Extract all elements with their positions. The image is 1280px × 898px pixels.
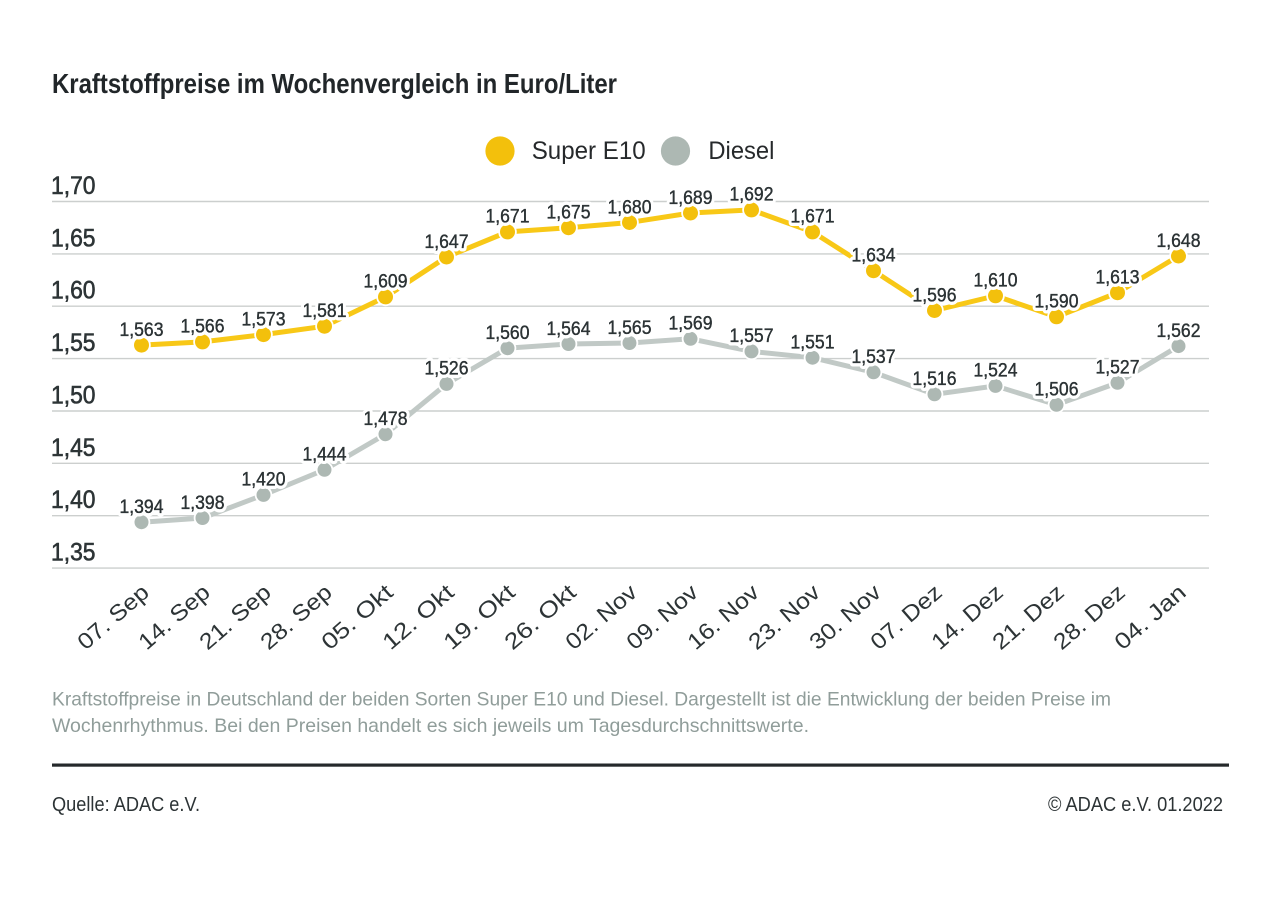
svg-text:1,609: 1,609: [364, 271, 408, 293]
svg-text:1,692: 1,692: [730, 184, 774, 206]
svg-text:1,563: 1,563: [120, 319, 164, 341]
svg-text:1,45: 1,45: [51, 434, 96, 462]
svg-text:1,692: 1,692: [730, 184, 774, 206]
svg-text:1,569: 1,569: [669, 313, 713, 335]
svg-text:1,610: 1,610: [974, 270, 1018, 292]
svg-text:1,671: 1,671: [486, 206, 530, 228]
svg-text:1,394: 1,394: [120, 496, 164, 518]
svg-text:1,647: 1,647: [425, 231, 469, 253]
svg-text:1,524: 1,524: [974, 360, 1018, 382]
svg-text:1,648: 1,648: [1157, 230, 1201, 252]
svg-text:1,565: 1,565: [608, 317, 652, 339]
svg-text:1,689: 1,689: [669, 187, 713, 209]
svg-text:1,560: 1,560: [486, 322, 530, 344]
svg-text:1,478: 1,478: [364, 408, 408, 430]
svg-text:1,581: 1,581: [303, 300, 347, 322]
svg-text:1,675: 1,675: [547, 202, 591, 224]
svg-text:Super E10: Super E10: [532, 137, 646, 165]
svg-text:1,562: 1,562: [1157, 320, 1201, 342]
svg-text:1,35: 1,35: [51, 539, 96, 567]
svg-text:1,394: 1,394: [120, 496, 164, 518]
svg-text:1,564: 1,564: [547, 318, 591, 340]
svg-text:1,590: 1,590: [1035, 291, 1079, 313]
svg-text:1,526: 1,526: [425, 358, 469, 380]
svg-text:1,596: 1,596: [913, 284, 957, 306]
svg-text:1,566: 1,566: [181, 316, 225, 338]
svg-text:Kraftstoffpreise in Deutschlan: Kraftstoffpreise in Deutschland der beid…: [52, 689, 1111, 711]
svg-text:1,527: 1,527: [1096, 357, 1140, 379]
svg-text:1,634: 1,634: [852, 245, 896, 267]
svg-text:1,551: 1,551: [791, 332, 835, 354]
svg-text:Diesel: Diesel: [708, 137, 774, 165]
svg-text:1,506: 1,506: [1035, 379, 1079, 401]
svg-text:1,671: 1,671: [486, 206, 530, 228]
svg-text:1,516: 1,516: [913, 368, 957, 390]
svg-text:1,420: 1,420: [242, 469, 286, 491]
svg-text:1,573: 1,573: [242, 308, 286, 330]
svg-text:1,647: 1,647: [425, 231, 469, 253]
svg-text:1,444: 1,444: [303, 444, 347, 466]
svg-text:© ADAC e.V. 01.2022: © ADAC e.V. 01.2022: [1048, 794, 1223, 816]
svg-text:1,680: 1,680: [608, 196, 652, 218]
svg-text:1,565: 1,565: [608, 317, 652, 339]
svg-text:1,478: 1,478: [364, 408, 408, 430]
svg-text:1,50: 1,50: [51, 382, 96, 410]
svg-text:1,70: 1,70: [51, 172, 96, 200]
svg-text:1,516: 1,516: [913, 368, 957, 390]
svg-text:1,680: 1,680: [608, 196, 652, 218]
svg-text:Kraftstoffpreise im Wochenverg: Kraftstoffpreise im Wochenvergleich in E…: [52, 68, 617, 99]
svg-text:Wochenrhythmus. Bei den Preise: Wochenrhythmus. Bei den Preisen handelt …: [52, 715, 809, 737]
svg-text:1,551: 1,551: [791, 332, 835, 354]
svg-text:1,569: 1,569: [669, 313, 713, 335]
svg-text:1,524: 1,524: [974, 360, 1018, 382]
svg-text:1,55: 1,55: [51, 329, 96, 357]
svg-text:Quelle: ADAC e.V.: Quelle: ADAC e.V.: [52, 794, 200, 816]
svg-text:1,671: 1,671: [791, 206, 835, 228]
svg-text:1,557: 1,557: [730, 325, 774, 347]
svg-text:1,590: 1,590: [1035, 291, 1079, 313]
svg-text:1,537: 1,537: [852, 346, 896, 368]
svg-text:1,398: 1,398: [181, 492, 225, 514]
svg-text:1,526: 1,526: [425, 358, 469, 380]
svg-text:1,506: 1,506: [1035, 379, 1079, 401]
svg-text:1,671: 1,671: [791, 206, 835, 228]
svg-text:1,60: 1,60: [51, 277, 96, 305]
svg-text:1,65: 1,65: [51, 224, 96, 252]
svg-text:1,609: 1,609: [364, 271, 408, 293]
svg-text:1,420: 1,420: [242, 469, 286, 491]
svg-text:1,560: 1,560: [486, 322, 530, 344]
svg-text:1,689: 1,689: [669, 187, 713, 209]
svg-text:1,562: 1,562: [1157, 320, 1201, 342]
svg-text:1,557: 1,557: [730, 325, 774, 347]
svg-text:1,564: 1,564: [547, 318, 591, 340]
svg-text:1,581: 1,581: [303, 300, 347, 322]
svg-text:1,444: 1,444: [303, 444, 347, 466]
svg-text:1,648: 1,648: [1157, 230, 1201, 252]
svg-text:1,537: 1,537: [852, 346, 896, 368]
svg-text:1,675: 1,675: [547, 202, 591, 224]
svg-text:1,398: 1,398: [181, 492, 225, 514]
svg-text:1,596: 1,596: [913, 284, 957, 306]
svg-text:1,613: 1,613: [1096, 267, 1140, 289]
svg-text:1,613: 1,613: [1096, 267, 1140, 289]
svg-text:1,563: 1,563: [120, 319, 164, 341]
svg-text:1,610: 1,610: [974, 270, 1018, 292]
svg-text:1,527: 1,527: [1096, 357, 1140, 379]
svg-text:1,566: 1,566: [181, 316, 225, 338]
svg-text:1,573: 1,573: [242, 308, 286, 330]
svg-text:1,40: 1,40: [51, 486, 96, 514]
svg-text:1,634: 1,634: [852, 245, 896, 267]
